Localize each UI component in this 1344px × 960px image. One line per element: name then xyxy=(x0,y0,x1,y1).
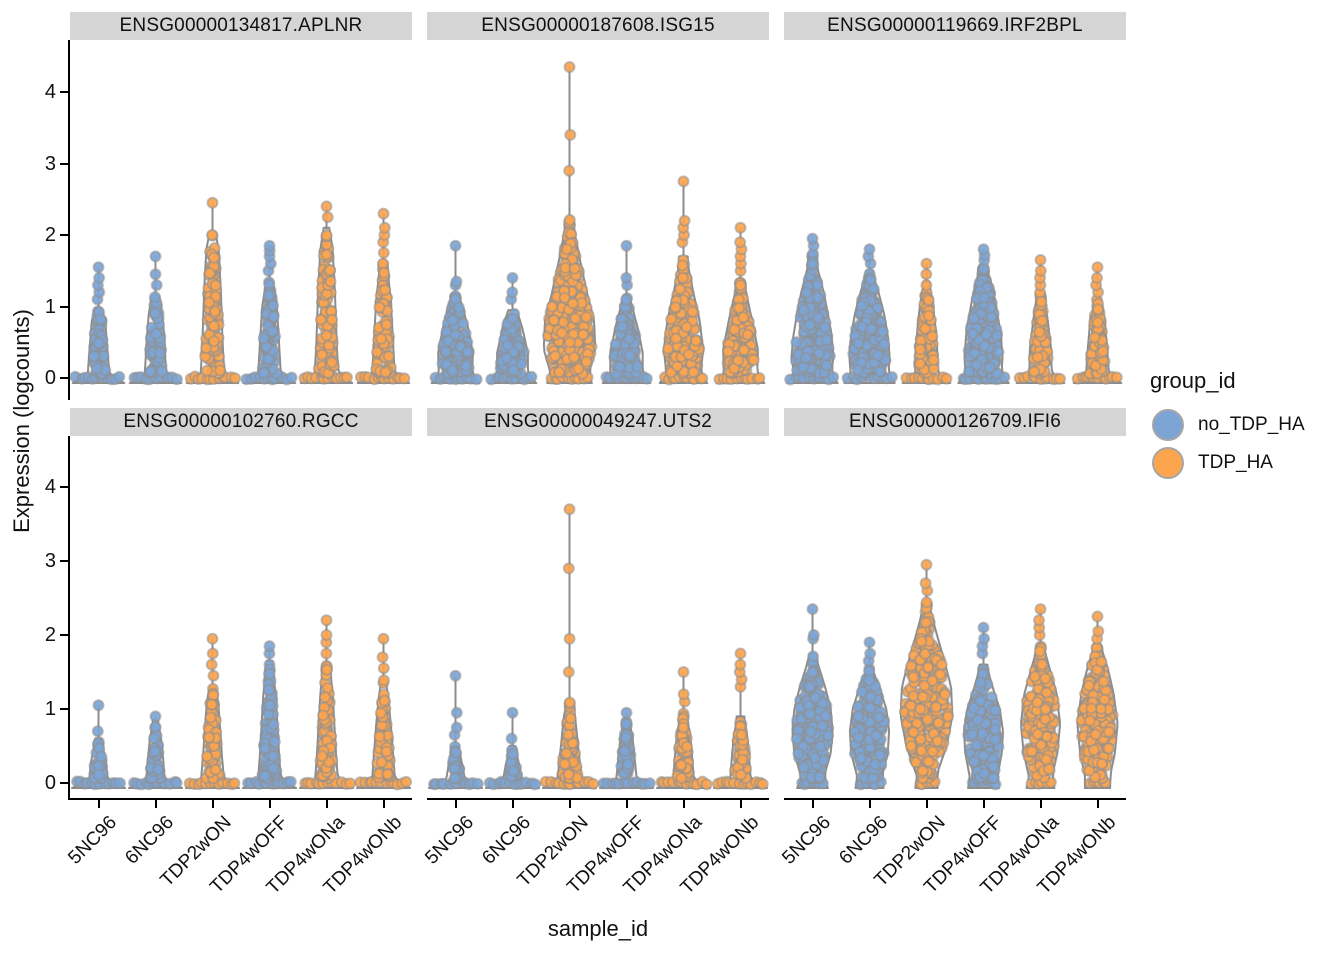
facet-strip: ENSG00000134817.APLNR xyxy=(70,12,412,40)
x-axis-line xyxy=(427,798,769,800)
x-tick xyxy=(211,800,214,808)
x-tick xyxy=(268,800,271,808)
x-tick xyxy=(682,800,685,808)
x-axis-line xyxy=(784,798,1126,800)
x-tick xyxy=(739,800,742,808)
y-tick-label: 4 xyxy=(44,476,56,498)
y-tick-label: 0 xyxy=(44,772,56,794)
y-tick xyxy=(60,782,68,784)
facet-strip: ENSG00000126709.IFI6 xyxy=(784,408,1126,436)
x-tick xyxy=(511,800,514,808)
x-tick xyxy=(1039,800,1042,808)
x-tick xyxy=(1096,800,1099,808)
legend-key-TDP-HA xyxy=(1152,447,1184,479)
y-tick xyxy=(60,234,68,236)
y-axis-line xyxy=(68,436,70,800)
x-tick xyxy=(868,800,871,808)
facet-panel xyxy=(427,503,769,791)
x-tick xyxy=(811,800,814,808)
x-axis-title: sample_id xyxy=(547,916,649,941)
y-tick xyxy=(60,560,68,562)
y-tick-label: 4 xyxy=(44,81,56,103)
facet-panel xyxy=(429,61,766,386)
x-tick-label: 5NC96 xyxy=(421,812,479,869)
y-tick-label: 1 xyxy=(44,698,56,720)
facet-strip: ENSG00000187608.ISG15 xyxy=(427,12,769,40)
x-tick xyxy=(454,800,457,808)
y-tick xyxy=(60,162,68,165)
x-axis-line xyxy=(70,798,412,800)
x-tick-label: 5NC96 xyxy=(778,812,836,869)
legend-key-no-TDP-HA xyxy=(1152,409,1184,441)
facet-panel xyxy=(70,614,413,791)
x-tick xyxy=(568,800,571,808)
y-tick xyxy=(60,91,68,93)
facet-panel xyxy=(790,558,1119,791)
x-tick xyxy=(382,800,385,808)
facet-strip: ENSG00000049247.UTS2 xyxy=(427,408,769,436)
legend-label-TDP-HA: TDP_HA xyxy=(1198,452,1273,473)
y-tick-label: 3 xyxy=(44,152,56,175)
facet-strip: ENSG00000119669.IRF2BPL xyxy=(784,12,1126,40)
y-tick-label: 2 xyxy=(44,624,56,646)
y-tick xyxy=(60,634,68,636)
facet-panel xyxy=(69,196,411,386)
y-tick xyxy=(60,377,68,379)
x-tick xyxy=(625,800,628,808)
y-tick-label: 3 xyxy=(44,550,56,572)
y-tick-label: 2 xyxy=(44,224,56,246)
x-tick xyxy=(925,800,928,808)
x-tick xyxy=(325,800,328,808)
y-tick xyxy=(60,708,68,710)
x-tick-label: 5NC96 xyxy=(64,812,122,869)
x-tick xyxy=(982,800,985,808)
legend-label-no-TDP-HA: no_TDP_HA xyxy=(1198,414,1305,435)
facet-panel xyxy=(784,232,1123,386)
y-tick xyxy=(60,305,68,308)
x-tick xyxy=(154,800,157,808)
legend-title: group_id xyxy=(1150,368,1236,393)
x-tick xyxy=(97,800,100,808)
y-tick-label: 1 xyxy=(44,295,56,318)
facet-strip: ENSG00000102760.RGCC xyxy=(70,408,412,436)
y-axis-line xyxy=(68,40,70,400)
y-tick-label: 0 xyxy=(44,367,56,389)
y-tick xyxy=(60,486,68,488)
